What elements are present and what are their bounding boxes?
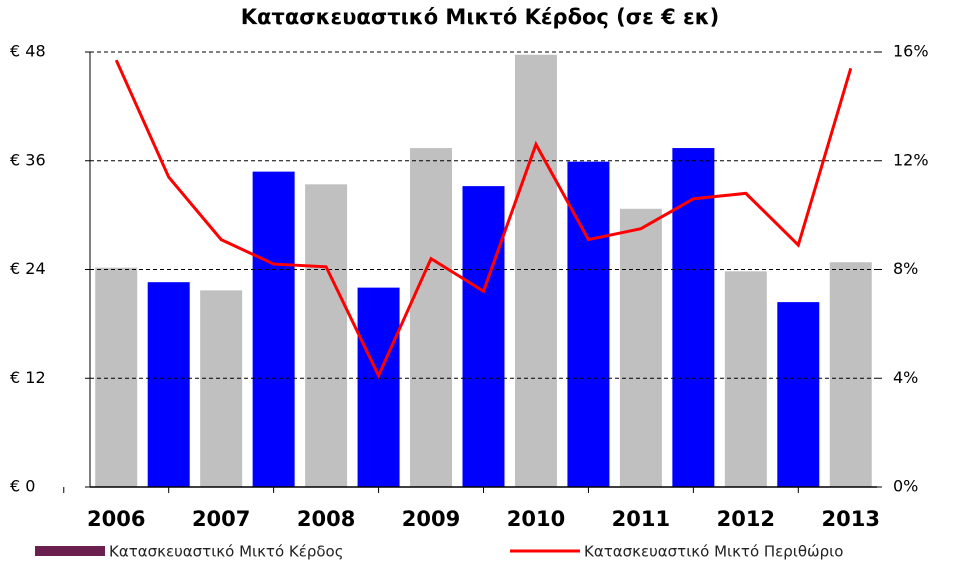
y2-tick-label: 4% [893, 368, 918, 387]
y-tick-label: € 24 [10, 259, 46, 278]
bar [252, 171, 295, 487]
y2-tick-label: 12% [893, 150, 929, 169]
bar [305, 184, 348, 487]
y-tick-label: € 48 [10, 42, 46, 61]
y2-tick-label: 16% [893, 42, 929, 61]
bar [147, 282, 190, 487]
bar [777, 302, 820, 487]
bar [200, 290, 243, 487]
x-tick-label: 2008 [297, 507, 355, 531]
bar [619, 208, 662, 487]
bar [724, 271, 767, 487]
y-tick-label: € 0 [10, 477, 35, 496]
y-tick-label: € 36 [10, 150, 46, 169]
bar [357, 287, 400, 487]
chart-title: Κατασκευαστικό Μικτό Κέρδος (σε € εκ) [241, 5, 720, 29]
x-tick-label: 2011 [612, 507, 670, 531]
x-tick-label: 2006 [87, 507, 145, 531]
x-tick-label: 2012 [717, 507, 775, 531]
legend-swatch [35, 546, 105, 556]
bar [462, 186, 505, 487]
x-tick-label: 2013 [822, 507, 880, 531]
y-tick-label: € 12 [10, 368, 46, 387]
line [114, 59, 853, 380]
x-tick-label: 2009 [402, 507, 460, 531]
bar [514, 54, 557, 487]
x-tick-label: 2007 [192, 507, 250, 531]
bar [95, 267, 138, 487]
bar [672, 148, 715, 487]
bar [829, 262, 872, 487]
legend-label: Κατασκευαστικό Μικτό Περιθώριο [584, 543, 843, 561]
bar [410, 148, 453, 487]
y2-tick-label: 0% [893, 477, 918, 496]
y2-tick-label: 8% [893, 259, 918, 278]
legend-label: Κατασκευαστικό Μικτό Κέρδος [109, 543, 344, 561]
x-tick-label: 2010 [507, 507, 565, 531]
